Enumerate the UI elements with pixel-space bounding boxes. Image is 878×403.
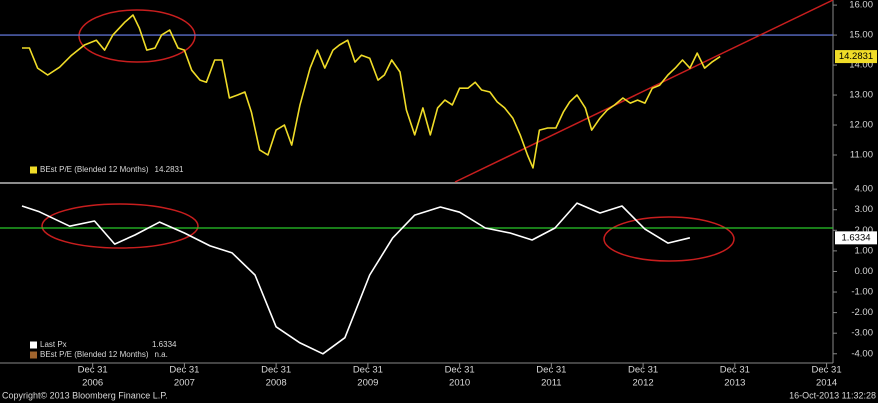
y-tick-label: 4.00 — [855, 184, 874, 195]
y-tick-label: 15.00 — [849, 30, 873, 41]
last-value-label: 14.2831 — [839, 51, 873, 62]
x-tick-label: Dec 31 — [261, 365, 291, 376]
x-tick-label: Dec 31 — [78, 365, 108, 376]
y-tick-label: 3.00 — [855, 204, 874, 215]
highlight-ellipse — [603, 216, 735, 262]
series-line — [21, 202, 691, 355]
x-tick-label: Dec 31 — [812, 365, 842, 376]
y-tick-label: 1.00 — [855, 245, 874, 256]
y-tick-label: 11.00 — [850, 150, 873, 161]
last-value-box — [835, 50, 877, 64]
x-tick-label: Dec 31 — [445, 365, 475, 376]
legend-label: Last Px — [40, 340, 67, 349]
y-tick-label: -1.00 — [851, 287, 873, 298]
x-tick-label: Dec 31 — [353, 365, 383, 376]
last-value-box — [835, 231, 877, 245]
x-tick-label: 2013 — [724, 378, 745, 389]
legend-value: 14.2831 — [155, 165, 184, 174]
y-tick-label: 13.00 — [849, 90, 873, 101]
x-tick-label: 2006 — [82, 378, 103, 389]
y-tick-label: 16.00 — [849, 0, 873, 11]
x-tick-label: 2009 — [357, 378, 378, 389]
last-value-label: 1.6334 — [841, 232, 870, 243]
legend-value: 1.6334 — [152, 340, 177, 349]
x-tick-label: 2008 — [266, 378, 287, 389]
x-tick-label: Dec 31 — [628, 365, 658, 376]
legend-swatch — [30, 351, 37, 359]
series-line — [22, 14, 721, 169]
x-tick-label: 2014 — [816, 378, 837, 389]
y-tick-label: 12.00 — [849, 120, 873, 131]
y-tick-label: 0.00 — [855, 266, 874, 277]
copyright: Copyright© 2013 Bloomberg Finance L.P. — [2, 390, 168, 400]
legend-value: n.a. — [155, 350, 168, 359]
x-tick-label: Dec 31 — [720, 365, 750, 376]
x-tick-label: 2010 — [449, 378, 470, 389]
y-tick-label: 2.00 — [855, 225, 874, 236]
highlight-ellipse — [78, 9, 196, 63]
legend-label: BEst P/E (Blended 12 Months) — [40, 350, 149, 359]
x-tick-label: Dec 31 — [536, 365, 566, 376]
x-tick-label: 2012 — [633, 378, 654, 389]
x-tick-label: Dec 31 — [169, 365, 199, 376]
y-tick-label: -2.00 — [851, 307, 873, 318]
y-tick-label: 14.00 — [849, 60, 873, 71]
legend-swatch — [30, 341, 37, 349]
timestamp: 16-Oct-2013 11:32:28 — [789, 390, 876, 400]
legend-label: BEst P/E (Blended 12 Months) — [40, 165, 149, 174]
x-tick-label: 2011 — [541, 378, 561, 389]
y-tick-label: -3.00 — [851, 328, 873, 339]
x-tick-label: 2007 — [174, 378, 195, 389]
highlight-ellipse — [41, 203, 199, 249]
trend-line — [454, 0, 834, 183]
y-tick-label: -4.00 — [851, 348, 873, 359]
legend-swatch — [30, 166, 37, 174]
